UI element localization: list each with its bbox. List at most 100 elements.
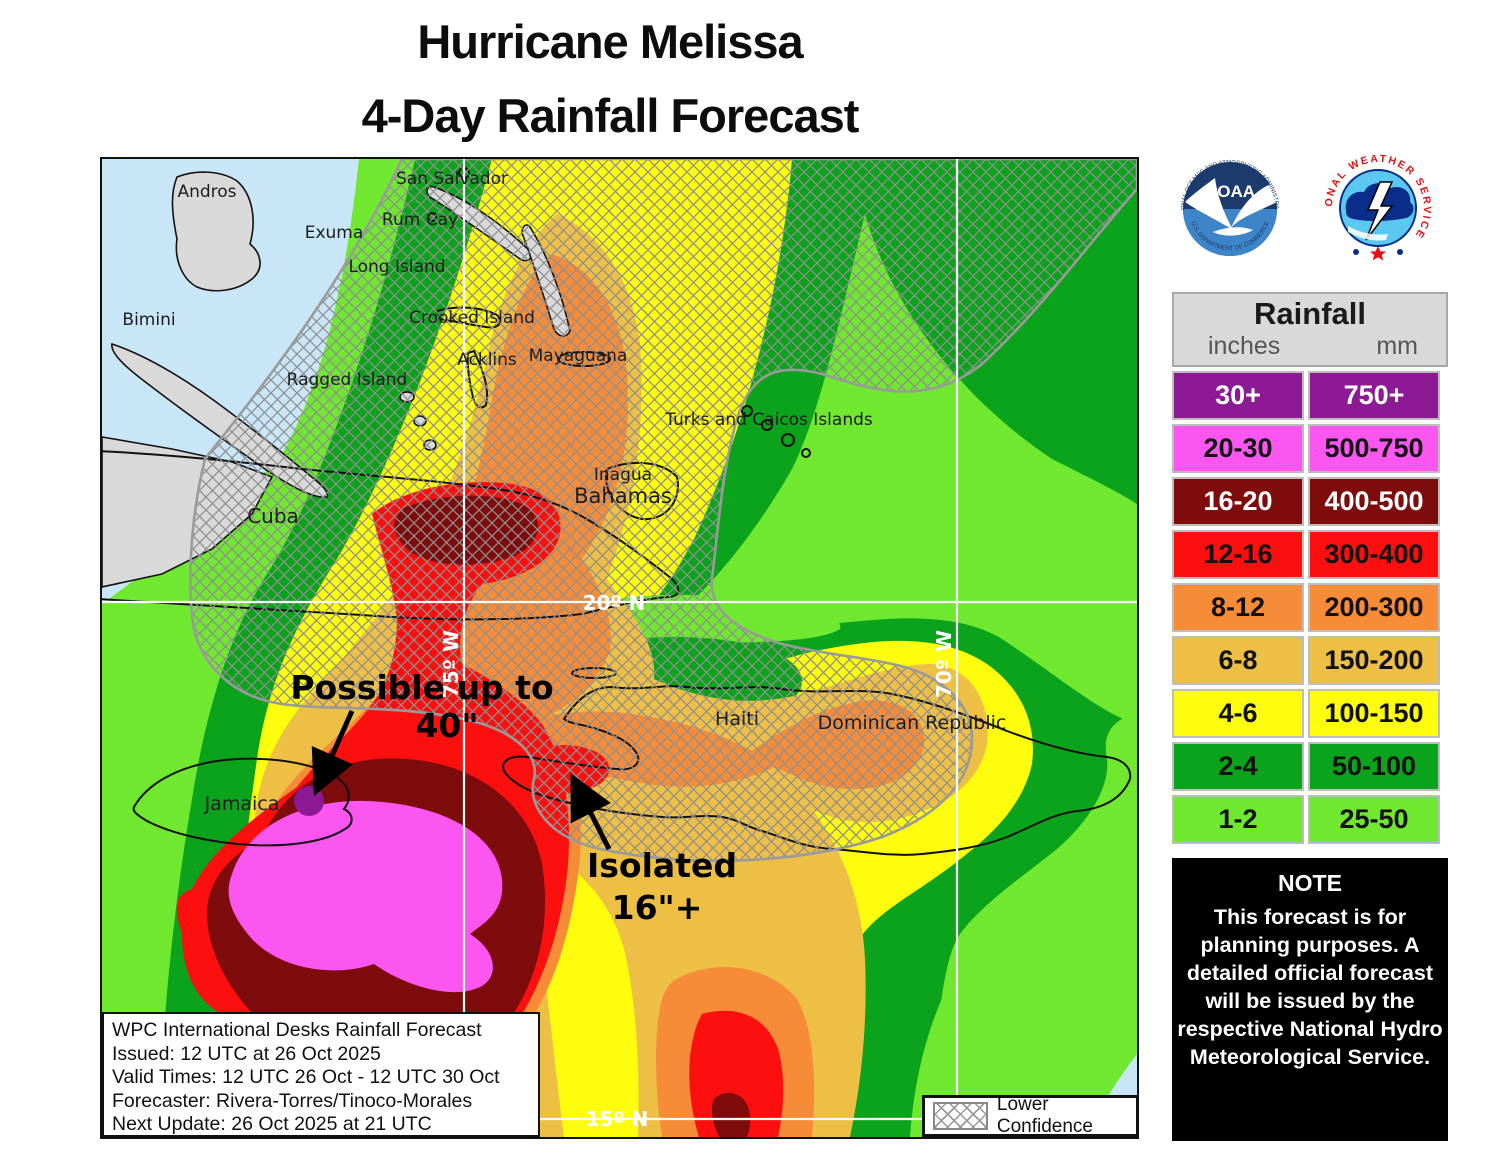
annotation-isolated-line1: Isolated bbox=[587, 846, 737, 885]
turks-cay-1 bbox=[741, 405, 753, 417]
label-bahamas: Bahamas bbox=[574, 484, 672, 508]
nws-lightning-bolt bbox=[1365, 181, 1394, 241]
jamaica-coastline bbox=[132, 757, 353, 847]
info-line-1: WPC International Desks Rainfall Forecas… bbox=[112, 1019, 482, 1041]
page-title-line1: Hurricane Melissa bbox=[417, 15, 803, 68]
lower-confidence-swatch bbox=[933, 1102, 988, 1130]
info-line-5: Next Update: 26 Oct 2025 at 21 UTC bbox=[112, 1113, 432, 1135]
label-cuba: Cuba bbox=[247, 504, 299, 528]
legend-cell-inches: 12-16 bbox=[1172, 530, 1304, 579]
legend-row: 8-12 200-300 bbox=[1172, 583, 1448, 632]
legend-row: 4-6 100-150 bbox=[1172, 689, 1448, 738]
nws-dot-left bbox=[1353, 249, 1359, 255]
legend-cell-inches: 4-6 bbox=[1172, 689, 1304, 738]
label-dominican-republic: Dominican Republic bbox=[818, 712, 1007, 734]
andros-island bbox=[171, 171, 261, 292]
noaa-wordmark: NOAA bbox=[1205, 182, 1255, 201]
forecast-map: 20º N 15º N 75º W 70º W Andros San Salva… bbox=[100, 157, 1139, 1139]
rainfall-map-svg: 20º N 15º N 75º W 70º W Andros San Salva… bbox=[102, 159, 1137, 1137]
label-crooked-island: Crooked Island bbox=[409, 308, 535, 328]
label-bimini: Bimini bbox=[122, 310, 175, 330]
label-rum-cay: Rum Cay bbox=[382, 210, 458, 230]
label-san-salvador: San Salvador bbox=[396, 169, 508, 189]
legend-cell-mm: 400-500 bbox=[1308, 477, 1440, 526]
legend-cell-inches: 30+ bbox=[1172, 371, 1304, 420]
label-andros: Andros bbox=[177, 182, 236, 202]
legend-cell-mm: 300-400 bbox=[1308, 530, 1440, 579]
turks-cay-2 bbox=[761, 419, 773, 431]
legend-cell-mm: 25-50 bbox=[1308, 795, 1440, 844]
legend-cell-inches: 20-30 bbox=[1172, 424, 1304, 473]
lower-confidence-region bbox=[189, 159, 1137, 863]
legend-title: Rainfall bbox=[1254, 296, 1366, 331]
label-long-island: Long Island bbox=[348, 257, 445, 277]
legend-row: 1-2 25-50 bbox=[1172, 795, 1448, 844]
grid-label-75w: 75º W bbox=[439, 630, 463, 698]
legend-cell-inches: 1-2 bbox=[1172, 795, 1304, 844]
legend-row: 30+ 750+ bbox=[1172, 371, 1448, 420]
lower-confidence-label: Lower Confidence bbox=[996, 1094, 1093, 1137]
annotation-isolated-line2: 16"+ bbox=[612, 888, 703, 927]
legend-row: 12-16 300-400 bbox=[1172, 530, 1448, 579]
legend-cell-mm: 50-100 bbox=[1308, 742, 1440, 791]
noaa-bird-wing2 bbox=[1231, 184, 1277, 228]
annotation-arrow-40in bbox=[311, 709, 355, 797]
noaa-logo: NOAA NATIONAL OCEANIC AND ATMOSPHERIC AD… bbox=[1173, 152, 1286, 265]
legend-col-mm: mm bbox=[1376, 332, 1418, 360]
turks-cay-3 bbox=[781, 433, 795, 447]
place-label-group: Andros San Salvador Rum Cay Exuma Long I… bbox=[122, 169, 1006, 815]
legend-column-headers: inches mm bbox=[1174, 332, 1446, 365]
note-box: NOTE This forecast is for planning purpo… bbox=[1172, 858, 1448, 1141]
noaa-bird-body bbox=[1213, 227, 1253, 236]
legend-row: 16-20 400-500 bbox=[1172, 477, 1448, 526]
info-line-4: Forecaster: Rivera-Torres/Tinoco-Morales bbox=[112, 1089, 473, 1112]
turks-cay-4 bbox=[801, 448, 811, 458]
annotation-possible-line2: 40" bbox=[415, 706, 478, 745]
label-mayaguana: Mayaguana bbox=[529, 346, 628, 366]
label-turks-caicos: Turks and Caicos Islands bbox=[664, 410, 873, 430]
legend-cell-mm: 150-200 bbox=[1308, 636, 1440, 685]
info-line-3: Valid Times: 12 UTC 26 Oct - 12 UTC 30 O… bbox=[112, 1066, 500, 1088]
legend-row: 20-30 500-750 bbox=[1172, 424, 1448, 473]
rain-band-30plus bbox=[294, 786, 324, 816]
legend-row: 6-8 150-200 bbox=[1172, 636, 1448, 685]
legend-col-inches: inches bbox=[1208, 332, 1281, 360]
light-green-pocket-southeast bbox=[932, 714, 1137, 1137]
legend-cell-inches: 2-4 bbox=[1172, 742, 1304, 791]
grid-label-70w: 70º W bbox=[932, 630, 956, 698]
legend-cell-mm: 500-750 bbox=[1308, 424, 1440, 473]
forecast-info-box: WPC International Desks Rainfall Forecas… bbox=[102, 1012, 540, 1137]
legend-cell-mm: 750+ bbox=[1308, 371, 1440, 420]
noaa-bird-wing1 bbox=[1185, 178, 1233, 230]
label-acklins: Acklins bbox=[457, 350, 517, 370]
label-inagua: Inagua bbox=[594, 465, 652, 485]
grid-label-20n: 20º N bbox=[583, 591, 646, 615]
legend-cell-inches: 8-12 bbox=[1172, 583, 1304, 632]
rain-band-20-30in bbox=[228, 800, 503, 993]
label-jamaica: Jamaica bbox=[204, 793, 280, 815]
legend-row: 2-4 50-100 bbox=[1172, 742, 1448, 791]
nws-logo: NATIONAL WEATHER SERVICE bbox=[1318, 148, 1436, 266]
annotation-possible-line1: Possible up to bbox=[290, 668, 553, 707]
annotation-group: Possible up to 40" Isolated 16"+ bbox=[290, 668, 737, 927]
light-green-pocket-north bbox=[662, 214, 1137, 724]
legend-cell-inches: 6-8 bbox=[1172, 636, 1304, 685]
legend-cell-mm: 200-300 bbox=[1308, 583, 1440, 632]
nws-wave bbox=[1348, 226, 1388, 241]
legend-header: Rainfall inches mm bbox=[1172, 292, 1448, 367]
lower-confidence-key: Lower Confidence bbox=[922, 1094, 1139, 1137]
nws-star bbox=[1370, 246, 1386, 261]
legend-cell-inches: 16-20 bbox=[1172, 477, 1304, 526]
info-line-2: Issued: 12 UTC at 26 Oct 2025 bbox=[112, 1042, 381, 1065]
rainfall-legend: Rainfall inches mm 30+ 750+ 20-30 500-75… bbox=[1172, 292, 1448, 844]
rain-band-16-20in-south bbox=[711, 1092, 751, 1137]
note-text: This forecast is for planning purposes. … bbox=[1177, 905, 1443, 1069]
label-exuma: Exuma bbox=[305, 223, 364, 243]
legend-cell-mm: 100-150 bbox=[1308, 689, 1440, 738]
label-haiti: Haiti bbox=[715, 708, 759, 730]
grid-label-15n: 15º N bbox=[586, 1107, 649, 1131]
nws-dot-right bbox=[1397, 249, 1403, 255]
label-ragged-island: Ragged Island bbox=[287, 370, 408, 390]
note-title: NOTE bbox=[1278, 870, 1342, 896]
